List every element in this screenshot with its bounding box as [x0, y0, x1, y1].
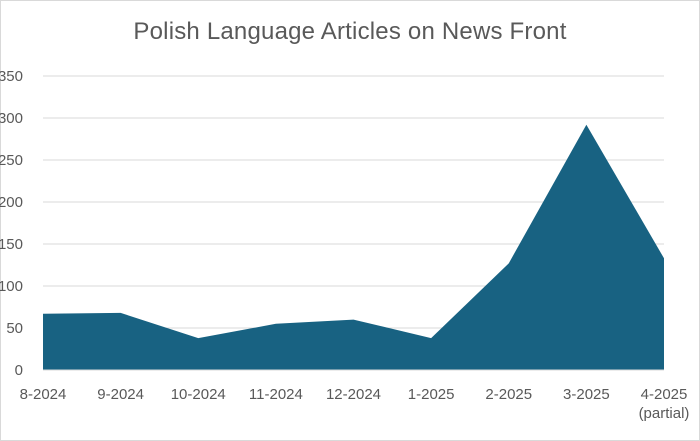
x-tick-label: 11-2024 [249, 386, 303, 403]
x-axis: 8-2024 9-2024 10-2024 11-2024 12-2024 1-2025 2… [20, 386, 690, 422]
x-tick-label: 4-2025 [641, 386, 688, 403]
x-tick-label: 9-2024 [97, 386, 144, 403]
y-tick-label: 100 [0, 278, 23, 295]
x-tick-label: 10-2024 [171, 386, 226, 403]
area-fill [43, 124, 664, 370]
y-tick-label: 150 [0, 236, 23, 253]
y-tick-label: 0 [15, 362, 23, 379]
y-tick-label: 300 [0, 110, 23, 127]
x-tick-label: 3-2025 [563, 386, 610, 403]
y-axis: 0 50 100 150 200 250 300 350 [0, 68, 23, 379]
x-tick-label: 2-2025 [485, 386, 532, 403]
x-tick-label: 1-2025 [408, 386, 455, 403]
x-tick-label: (partial) [639, 405, 690, 422]
x-tick-label: 8-2024 [20, 386, 67, 403]
y-tick-label: 200 [0, 194, 23, 211]
y-tick-label: 50 [6, 320, 23, 337]
area-series [43, 124, 664, 371]
x-tick-label: 12-2024 [326, 386, 381, 403]
y-tick-label: 350 [0, 68, 23, 85]
y-tick-label: 250 [0, 152, 23, 169]
chart-title: Polish Language Articles on News Front [133, 18, 567, 45]
